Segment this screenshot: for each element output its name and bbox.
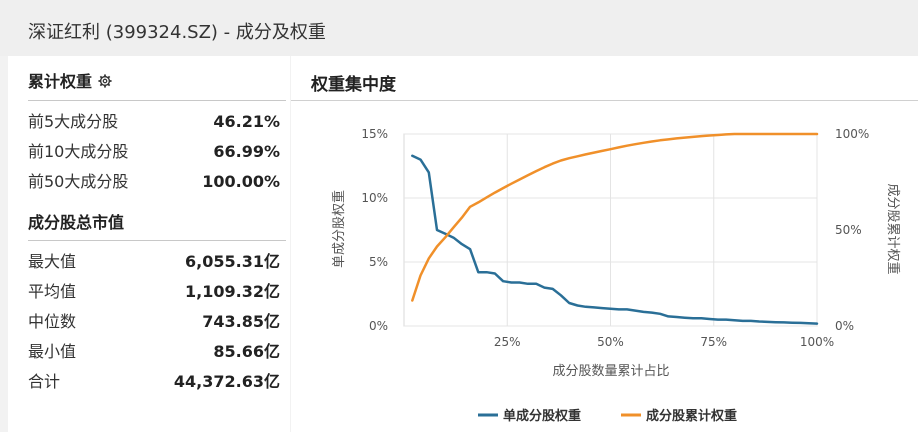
row-value: 46.21% <box>213 112 280 131</box>
cumulative-weight-section-title: 累计权重 <box>28 68 112 92</box>
grid-layer <box>403 133 818 327</box>
y-axis-label-left: 单成分股权重 <box>331 190 347 268</box>
market-cap-row-mean: 平均值 1,109.32亿 <box>28 278 280 306</box>
market-cap-section-title: 成分股总市值 <box>28 213 125 232</box>
row-label: 前5大成分股 <box>28 112 119 131</box>
gear-icon[interactable] <box>98 74 112 88</box>
market-cap-row-total: 合计 44,372.63亿 <box>28 368 280 396</box>
divider <box>28 240 286 241</box>
y-tick-label-left: 10% <box>361 191 388 205</box>
row-value: 743.85亿 <box>202 312 280 331</box>
page-title: 深证红利 (399324.SZ) - 成分及权重 <box>28 22 326 43</box>
row-value: 44,372.63亿 <box>173 372 280 391</box>
row-value: 66.99% <box>213 142 280 161</box>
row-value: 1,109.32亿 <box>185 282 280 301</box>
series-line-cumulative-weight <box>411 132 819 302</box>
row-value: 6,055.31亿 <box>185 252 280 271</box>
row-label: 平均值 <box>28 282 77 301</box>
y-tick-label-left: 15% <box>361 127 388 141</box>
y-tick-label-left: 0% <box>369 319 388 333</box>
series-layer <box>411 132 819 325</box>
series-line-single-weight <box>411 154 819 325</box>
chart-legend: 单成分股权重 成分股累计权重 <box>478 408 737 424</box>
y-tick-label-right: 50% <box>835 223 862 237</box>
row-label: 最大值 <box>28 252 77 271</box>
divider <box>28 100 286 101</box>
x-tick-label: 50% <box>597 335 624 349</box>
chart-panel-title: 权重集中度 <box>311 75 396 95</box>
y-tick-label-left: 5% <box>369 255 388 269</box>
y-tick-label-right: 0% <box>835 319 854 333</box>
row-label: 中位数 <box>28 312 77 331</box>
y-axis-label-right: 成分股累计权重 <box>885 183 901 274</box>
cumulative-weight-title: 累计权重 <box>28 72 93 91</box>
cumulative-row-top10: 前10大成分股 66.99% <box>28 138 280 166</box>
row-label: 最小值 <box>28 342 77 361</box>
row-value: 100.00% <box>202 172 280 191</box>
axis-layer: 25% 50% 75% 100%0%5%10%15%0%50%100% <box>361 127 869 349</box>
row-label: 前50大成分股 <box>28 172 129 191</box>
cumulative-row-top5: 前5大成分股 46.21% <box>28 108 280 136</box>
market-cap-row-max: 最大值 6,055.31亿 <box>28 248 280 276</box>
x-tick-label: 25% <box>494 335 521 349</box>
x-tick-label: 75% <box>700 335 727 349</box>
x-axis-label: 成分股数量累计占比 <box>552 364 669 379</box>
chart-panel: 权重集中度 25% 50% 75% 100% 0% 5% 10% 15% 0% 50% 100% 单… <box>291 56 918 432</box>
stats-panel: 累计权重 前5大成分股 46.21% 前10大成分股 66.99% 前50大成分… <box>8 56 290 432</box>
page-header: 深证红利 (399324.SZ) - 成分及权重 <box>0 0 918 56</box>
weight-concentration-chart: 25% 50% 75% 100%0%5%10%15%0%50%100% 单成分股权重 … <box>331 127 901 424</box>
cumulative-row-top50: 前50大成分股 100.00% <box>28 168 280 196</box>
divider <box>291 100 918 101</box>
market-cap-row-median: 中位数 743.85亿 <box>28 308 280 336</box>
market-cap-row-min: 最小值 85.66亿 <box>28 338 280 366</box>
x-tick-label: 100% <box>800 335 834 349</box>
y-tick-label-right: 100% <box>835 127 869 141</box>
row-value: 85.66亿 <box>213 342 280 361</box>
row-label: 合计 <box>28 372 61 391</box>
row-label: 前10大成分股 <box>28 142 129 161</box>
legend-label-cumulative-weight[interactable]: 成分股累计权重 <box>646 408 737 424</box>
legend-label-single-weight[interactable]: 单成分股权重 <box>503 408 581 424</box>
